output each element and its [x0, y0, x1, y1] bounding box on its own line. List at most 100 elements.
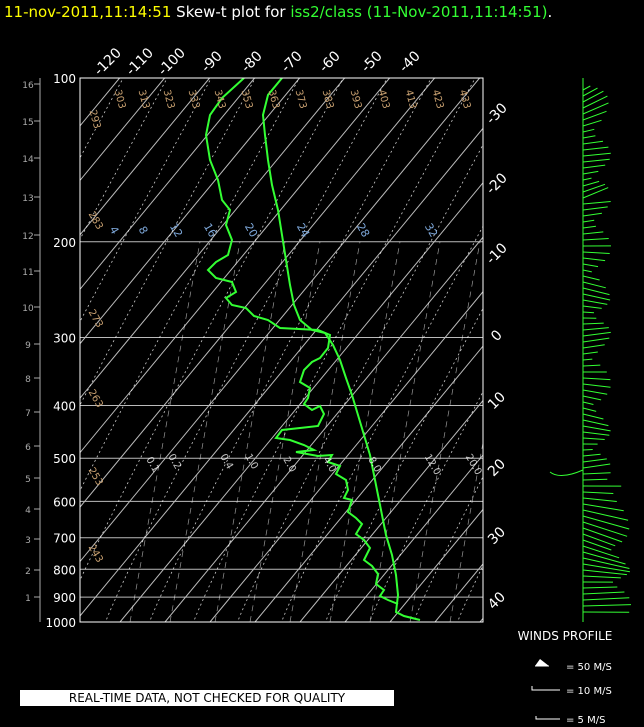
wind-barb: [582, 110, 607, 121]
wind-barb: [582, 449, 593, 451]
mixing-ratio-line: [369, 241, 441, 622]
mixing-label-low-12.0: 12.0: [422, 452, 443, 477]
wind-barb: [582, 251, 610, 254]
wind-barb: [582, 515, 630, 530]
mixing-label-24: 24: [294, 221, 312, 240]
isotherm: [80, 78, 345, 399]
adiabat-label-343: 343: [212, 89, 228, 110]
temp-right-label-40: 40: [485, 589, 509, 613]
winds-profile-title: WINDS PROFILE: [518, 629, 613, 643]
wind-barb: [582, 358, 593, 361]
pressure-label-900: 900: [53, 591, 76, 605]
isotherm: [80, 78, 435, 508]
wind-barb: [582, 344, 605, 349]
wind-barb: [582, 503, 624, 512]
dry-adiabat: [80, 78, 256, 406]
temp-right-label-30: 30: [485, 524, 509, 548]
height-km-label-9: 9: [25, 341, 31, 351]
wind-legend-flag-icon: [535, 659, 549, 666]
wind-barb: [582, 395, 602, 401]
height-km-label-8: 8: [25, 375, 31, 385]
height-km-label-13: 13: [22, 194, 33, 204]
wind-barb: [582, 545, 620, 559]
pressure-label-300: 300: [53, 332, 76, 346]
adiabat-label-393: 393: [348, 89, 364, 110]
pressure-label-200: 200: [53, 236, 76, 250]
isotherm: [80, 78, 300, 345]
dry-adiabat: [149, 78, 432, 622]
height-km-label-16: 16: [22, 81, 34, 91]
adiabat-label-383: 383: [320, 89, 336, 110]
wind-barb: [582, 231, 604, 235]
wind-barb: [582, 90, 604, 103]
wind-barb: [582, 201, 611, 205]
adiabat-label-353: 353: [239, 89, 255, 110]
temp-top-label--40: -40: [396, 48, 423, 75]
wind-barb: [582, 177, 592, 181]
adiabat-label-363: 363: [266, 89, 282, 110]
wind-barb: [582, 212, 602, 217]
wind-barb: [582, 527, 623, 543]
adiabat-label-433: 433: [457, 89, 473, 110]
wind-barb: [582, 569, 627, 576]
wind-barb: [582, 327, 609, 331]
wind-barb: [582, 425, 611, 432]
mixing-ratio-line: [214, 241, 286, 622]
wind-barb: [582, 135, 596, 139]
wind-barb: [582, 491, 614, 494]
wind-barb: [582, 257, 606, 262]
wind-legend-10: = 10 M/S: [566, 686, 612, 697]
isotherm: [80, 78, 165, 182]
isotherm: [80, 78, 390, 454]
dry-adiabat: [413, 475, 483, 622]
isotherm: [389, 508, 483, 622]
wind-barb: [582, 87, 598, 97]
wind-barb: [582, 413, 604, 420]
wind-barb: [582, 187, 609, 199]
mixing-ratio-line: [329, 241, 401, 622]
wind-barb: [582, 551, 626, 565]
title-label: Skew-t plot for: [176, 3, 286, 21]
isotherm: [119, 181, 483, 622]
adiabat-label-403: 403: [376, 89, 392, 110]
mixing-label-32: 32: [422, 221, 440, 240]
pressure-label-400: 400: [53, 400, 76, 414]
temp-top-label--110: -110: [123, 45, 157, 79]
adiabat-label-243: 243: [86, 543, 105, 565]
wind-barb: [582, 383, 611, 388]
height-km-label-6: 6: [25, 443, 31, 453]
wind-barb: [582, 263, 599, 268]
dry-adiabat: [498, 78, 644, 634]
title-timestamp: 11-nov-2011,11:14:51: [4, 3, 172, 21]
mixing-label-low-0.2: 0.2: [165, 452, 182, 471]
wind-barb: [582, 337, 610, 343]
wind-barb: [582, 140, 604, 145]
wind-barb: [582, 293, 611, 301]
adiabat-label-333: 333: [186, 89, 202, 110]
wind-barb: [549, 469, 584, 476]
temperature-trace: [261, 78, 421, 621]
temp-right-label-10: 10: [485, 389, 509, 413]
adiabat-label-293: 293: [87, 109, 103, 130]
temp-top-label--100: -100: [155, 45, 189, 79]
wind-barb: [582, 102, 609, 115]
title-end: .: [547, 3, 553, 21]
isotherm: [299, 399, 483, 622]
height-km-label-1: 1: [25, 594, 31, 604]
wind-barb: [582, 305, 602, 309]
isotherm: [164, 236, 483, 622]
adiabat-label-413: 413: [403, 89, 419, 110]
temp-top-label--60: -60: [316, 48, 343, 75]
wind-barb: [582, 437, 605, 440]
wind-legend-barb-icon: [531, 686, 560, 691]
wind-barb: [582, 586, 618, 589]
mixing-label-16: 16: [201, 221, 219, 240]
dry-adiabat: [457, 564, 483, 622]
wind-barb: [582, 463, 611, 469]
wind-barb: [582, 377, 611, 381]
adiabat-label-253: 253: [86, 466, 105, 488]
height-km-label-10: 10: [22, 304, 34, 314]
quality-note: REAL-TIME DATA, NOT CHECKED FOR QUALITY: [20, 690, 394, 706]
wind-barb: [582, 472, 611, 475]
wind-barb: [582, 219, 595, 223]
